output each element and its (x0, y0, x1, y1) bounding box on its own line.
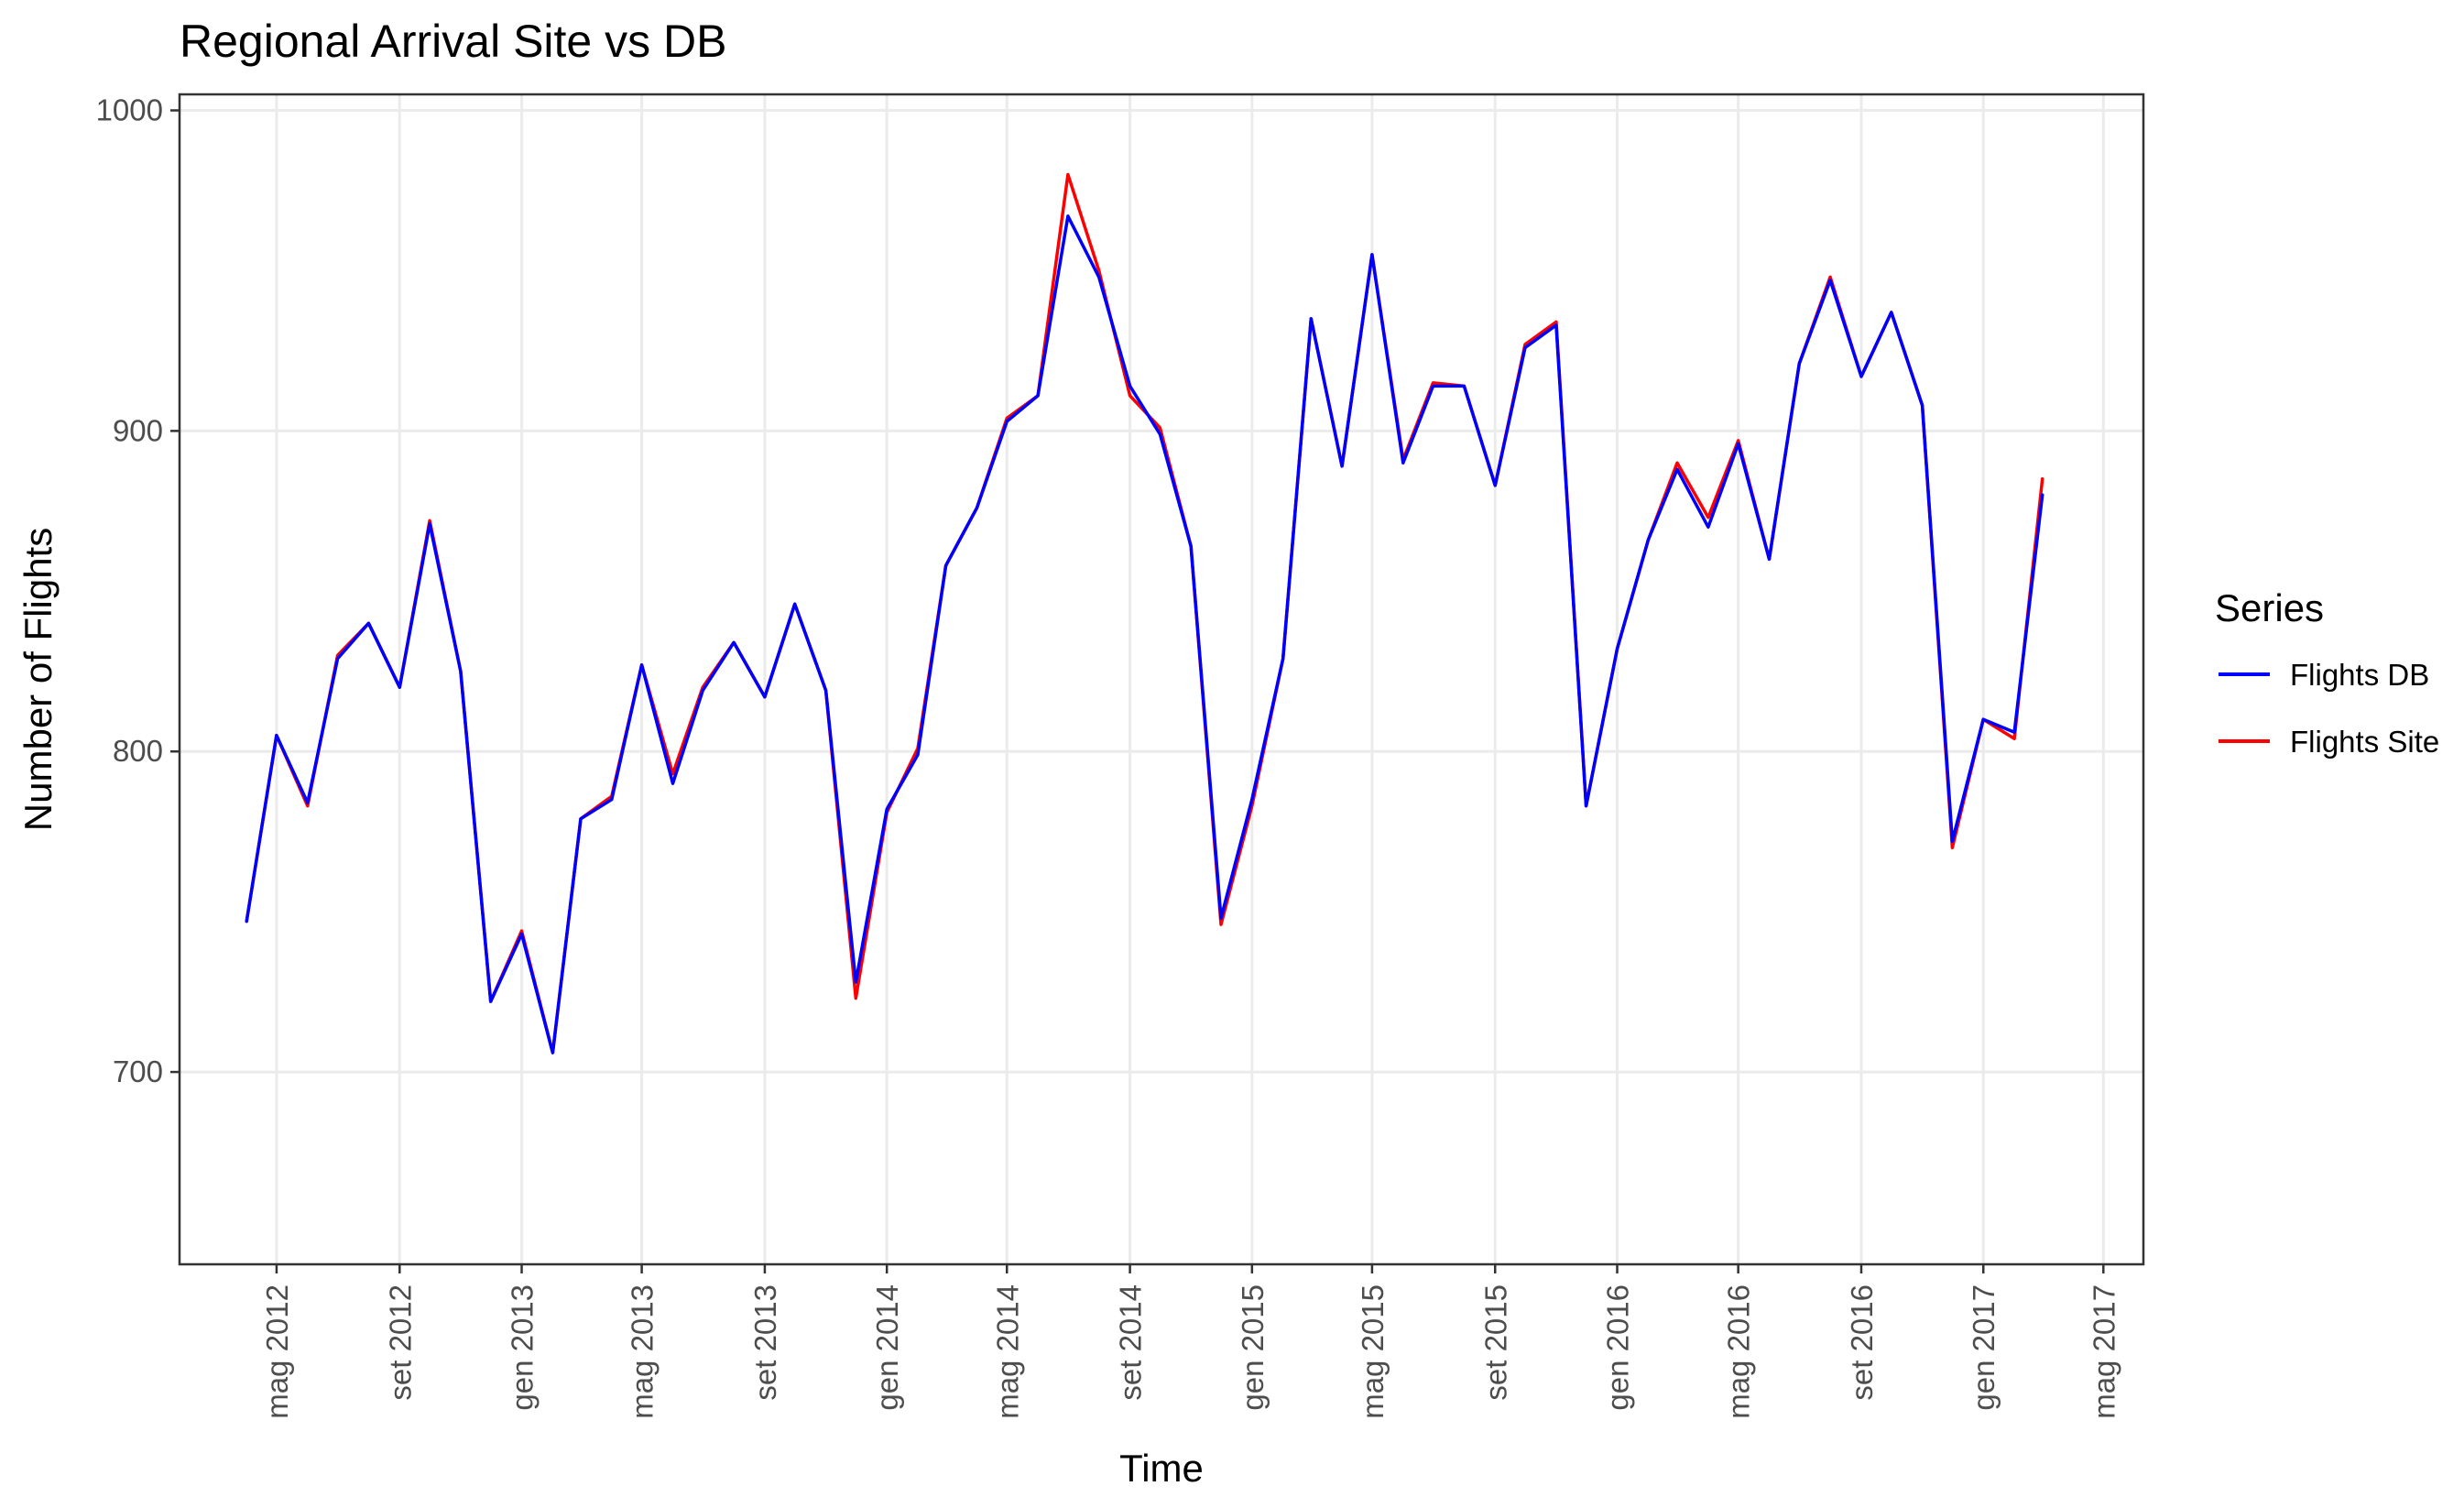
y-tick-label: 700 (113, 1054, 163, 1088)
y-tick-label: 800 (113, 734, 163, 768)
x-tick-label: gen 2013 (506, 1284, 540, 1411)
x-axis-title: Time (1119, 1447, 1204, 1490)
x-tick-label: gen 2017 (1967, 1284, 2001, 1411)
x-tick-label: mag 2016 (1722, 1284, 1756, 1419)
legend-label: Flights Site (2290, 725, 2439, 759)
y-tick-label: 900 (113, 413, 163, 447)
x-tick-label: gen 2016 (1600, 1284, 1634, 1411)
axes: 700 800 900 1000 mag 2012 set 2012 gen 2013 mag… (96, 93, 2121, 1418)
x-tick-label: gen 2014 (870, 1284, 904, 1411)
x-tick-label: mag 2014 (990, 1284, 1024, 1419)
x-tick-label: mag 2015 (1356, 1284, 1390, 1419)
legend-items: Flights DB Flights Site (2219, 658, 2439, 759)
legend-label: Flights DB (2290, 658, 2429, 692)
y-axis-title: Number of Flights (16, 528, 60, 831)
legend-title: Series (2215, 586, 2324, 629)
series-line-flights-site (245, 172, 2044, 1054)
chart-title: Regional Arrival Site vs DB (180, 16, 726, 67)
series-lines (245, 172, 2044, 1054)
x-tick-label: mag 2017 (2087, 1284, 2121, 1419)
x-tick-label: set 2013 (748, 1284, 782, 1401)
series-line-flights-db (245, 214, 2044, 1054)
x-tick-label: set 2016 (1845, 1284, 1879, 1401)
x-tick-label: set 2015 (1478, 1284, 1512, 1401)
x-tick-label: gen 2015 (1236, 1284, 1270, 1411)
legend: Series Flights DB Flights Site (2215, 586, 2439, 759)
plot-panel-border (178, 93, 2145, 1266)
y-tick-label: 1000 (96, 93, 163, 126)
x-tick-label: set 2014 (1114, 1284, 1148, 1401)
x-tick-label: mag 2012 (260, 1284, 294, 1419)
x-tick-label: mag 2013 (626, 1284, 660, 1419)
x-tick-label: set 2012 (383, 1284, 417, 1401)
grid (180, 94, 2143, 1264)
